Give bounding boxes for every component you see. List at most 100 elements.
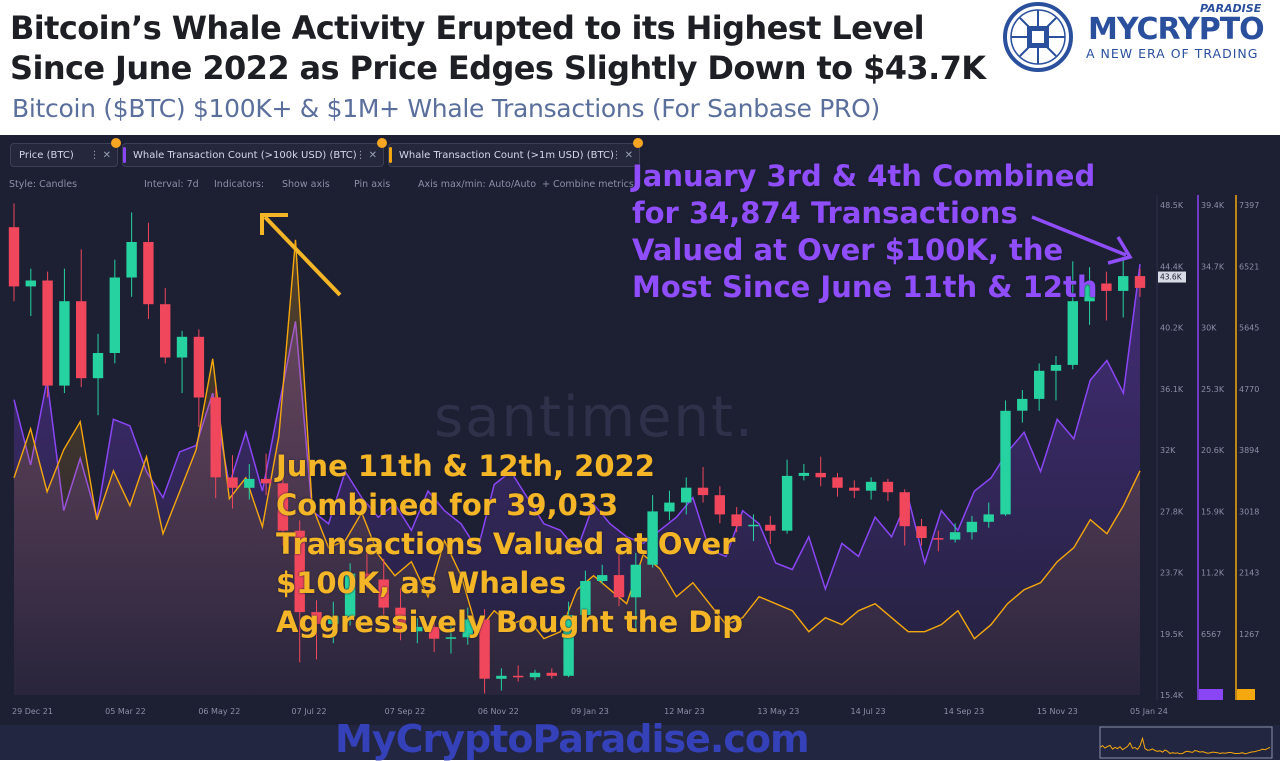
- whale-1m-axis-tick: 4770: [1239, 385, 1259, 394]
- annotation-line: January 3rd & 4th Combined: [632, 159, 1096, 193]
- annotation-june-2022: June 11th & 12th, 2022 Combined for 39,0…: [276, 447, 743, 642]
- coin-icon: [111, 138, 121, 148]
- logo-top-word: PARADISE: [1200, 2, 1262, 15]
- price-axis-tick: 19.5K: [1160, 630, 1184, 639]
- tab-label: Whale Transaction Count (>100k USD) (BTC…: [133, 150, 357, 161]
- candle-body: [714, 495, 725, 515]
- annotation-january-2024: January 3rd & 4th Combined for 34,874 Tr…: [632, 158, 1098, 306]
- current-price-label: 43.6K: [1160, 273, 1183, 282]
- candle-body: [496, 675, 507, 679]
- series-color-marker: [389, 147, 392, 163]
- candle-body: [781, 475, 793, 531]
- whale-1m-axis-tick: 7397: [1239, 201, 1259, 210]
- candle-body: [445, 637, 457, 639]
- purple-arrow-shaft: [1031, 215, 1127, 257]
- candle-body: [899, 492, 910, 527]
- candle-body: [311, 612, 322, 624]
- annotation-line: for 34,874 Transactions: [632, 196, 1018, 230]
- candle-body: [92, 353, 104, 379]
- candle-body: [395, 607, 406, 632]
- candle-body: [815, 472, 826, 478]
- candle-body: [176, 336, 188, 358]
- whale-1m-axis-tick: 1267: [1239, 630, 1259, 639]
- candle-body: [109, 277, 120, 353]
- whale-1m-axis-tick: 3018: [1239, 507, 1259, 516]
- candle-body: [832, 477, 843, 488]
- interval-select[interactable]: Interval: 7d: [144, 179, 199, 190]
- price-axis-tick: 32K: [1160, 446, 1176, 455]
- whale-1m-axis-tick: 3894: [1239, 446, 1259, 455]
- candle-body: [513, 675, 524, 678]
- style-select[interactable]: Style: Candles: [9, 179, 78, 190]
- x-axis-tick-label: 05 Jan 24: [1130, 707, 1168, 716]
- santiment-watermark: santiment.: [434, 385, 755, 450]
- candle-body: [25, 280, 36, 287]
- price-axis-tick: 27.8K: [1160, 507, 1184, 516]
- x-axis-tick-label: 14 Sep 23: [944, 707, 985, 716]
- combine-metrics-button[interactable]: + Combine metrics: [542, 179, 634, 190]
- whale-100k-axis-tick: 34.7K: [1201, 262, 1225, 271]
- price-axis-tick: 48.5K: [1160, 201, 1184, 210]
- whale-1m-axis-tick: 6521: [1239, 262, 1259, 271]
- candle-body: [328, 616, 339, 624]
- minimap-line: [1099, 736, 1271, 755]
- price-axis-tick: 23.7K: [1160, 569, 1184, 578]
- candle-body: [344, 573, 356, 617]
- candle-body: [210, 397, 221, 478]
- candle-body: [160, 304, 171, 358]
- chart-title-line-2: Since June 2022 as Price Edges Slightly …: [10, 49, 986, 87]
- purple-arrowhead: [1107, 236, 1133, 265]
- show-axis-toggle[interactable]: Show axis: [282, 179, 330, 190]
- candle-body: [1034, 370, 1045, 399]
- indicators-select[interactable]: Indicators:: [214, 179, 265, 190]
- x-axis-tick-label: 09 Jan 23: [571, 707, 609, 716]
- candle-body: [227, 477, 238, 488]
- chart-subtitle: Bitcoin ($BTC) $100K+ & $1M+ Whale Trans…: [12, 94, 880, 123]
- candle-body: [1134, 276, 1146, 288]
- whale-100k-axis-tick: 15.9K: [1201, 507, 1225, 516]
- axis-range-select[interactable]: Axis max/min: Auto/Auto: [418, 179, 537, 190]
- candle-body: [529, 672, 541, 678]
- price-axis-tick: 40.2K: [1160, 324, 1184, 333]
- candle-body: [1000, 410, 1011, 515]
- candle-body: [1017, 398, 1028, 411]
- globe-circuit-icon: [1003, 2, 1073, 72]
- candle-body: [933, 538, 944, 540]
- candle-body: [1118, 276, 1129, 291]
- annotation-line: June 11th & 12th, 2022: [276, 449, 655, 483]
- close-icon[interactable]: ⋮ ✕: [611, 150, 633, 161]
- x-axis-tick-label: 14 Jul 23: [851, 707, 886, 716]
- minimap-range-window: [1099, 726, 1273, 759]
- candle-body: [59, 301, 70, 386]
- pin-axis-toggle[interactable]: Pin axis: [354, 179, 391, 190]
- candle-body: [597, 575, 608, 581]
- candle-body: [1050, 364, 1062, 371]
- candle-body: [1084, 283, 1095, 302]
- close-icon[interactable]: ⋮ ✕: [89, 150, 111, 161]
- candle-body: [193, 336, 205, 398]
- orange-arrowhead: [260, 213, 288, 235]
- annotation-line: Aggressively Bought the Dip: [276, 605, 743, 639]
- candle-body: [630, 564, 641, 598]
- whale-100k-axis-tick: 39.4K: [1201, 201, 1225, 210]
- candle-body: [1067, 301, 1078, 365]
- site-watermark: MyCryptoParadise.com: [335, 717, 810, 761]
- candle-body: [126, 242, 137, 278]
- candle-body: [462, 619, 473, 638]
- coin-icon: [377, 138, 387, 148]
- candle-body: [882, 481, 894, 493]
- candle-body: [563, 615, 574, 676]
- x-axis-tick-label: 05 Mar 22: [105, 707, 146, 716]
- tab-price-btc[interactable]: Price (BTC) ⋮ ✕: [10, 138, 121, 167]
- whale-1m-min-badge: [1237, 689, 1255, 700]
- chart-title-line-1: Bitcoin’s Whale Activity Erupted to its …: [10, 9, 925, 47]
- price-axis-tick: 36.1K: [1160, 385, 1184, 394]
- whale-100k-axis-tick: 20.6K: [1201, 446, 1225, 455]
- header: Bitcoin’s Whale Activity Erupted to its …: [0, 0, 1280, 135]
- candle-body: [731, 514, 742, 527]
- candle-body: [479, 619, 490, 679]
- close-icon[interactable]: ⋮ ✕: [355, 150, 377, 161]
- tab-whale-100k[interactable]: Whale Transaction Count (>100k USD) (BTC…: [122, 138, 387, 167]
- tab-whale-1m[interactable]: Whale Transaction Count (>1m USD) (BTC) …: [388, 138, 643, 167]
- x-axis-tick-label: 29 Dec 21: [12, 707, 53, 716]
